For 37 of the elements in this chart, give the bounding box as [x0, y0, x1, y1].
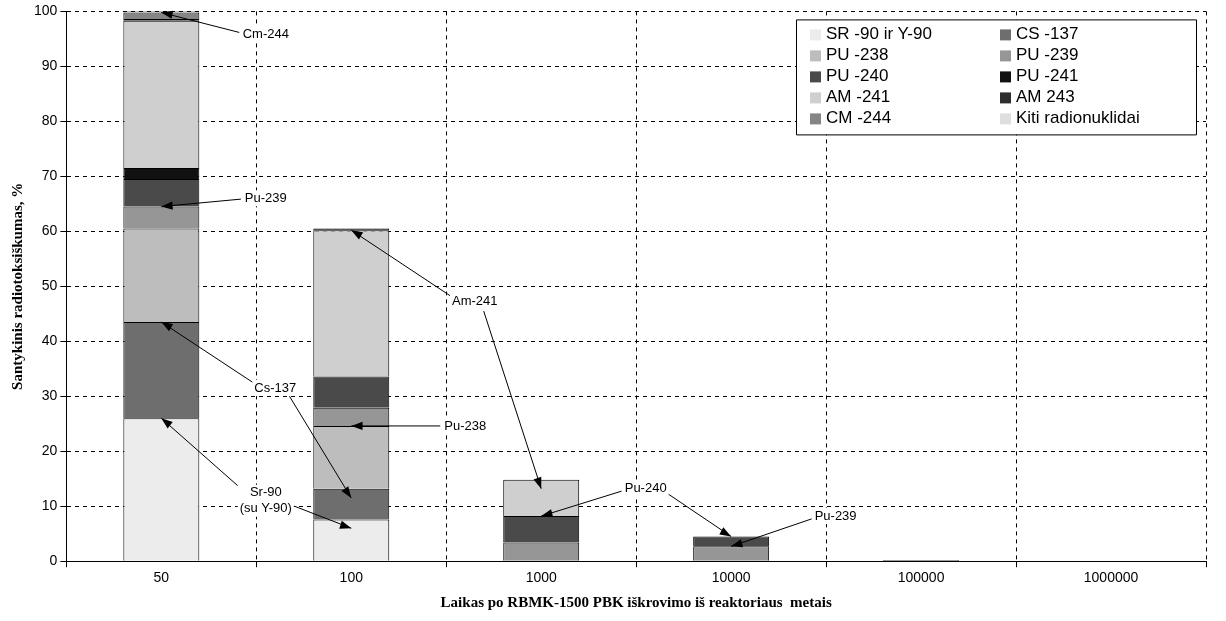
x-tick-label: 1000	[525, 569, 557, 586]
legend-label: PU -239	[1016, 45, 1079, 65]
y-tick-label: 60	[41, 222, 58, 239]
annotation: Am-241	[451, 293, 498, 309]
x-tick-label: 1000000	[1083, 569, 1139, 586]
x-tick-label: 100000	[897, 569, 945, 586]
y-tick-label: 20	[41, 442, 58, 459]
y-axis-title: Santykinis radiotoksiškumas, %	[8, 182, 25, 390]
x-axis-title: Laikas po RBMK-1500 PBK iškrovimo iš reaktoriaus metais	[440, 593, 832, 610]
legend-label: PU -241	[1016, 66, 1079, 86]
legend-label: PU -240	[826, 66, 889, 86]
legend-label: CS -137	[1016, 24, 1079, 44]
legend-label: Kiti radionuklidai	[1016, 108, 1140, 128]
x-tick-label: 50	[153, 569, 170, 586]
annotation: Cs-137	[254, 379, 297, 395]
annotation: Cm-244	[242, 26, 289, 42]
y-tick-label: 100	[34, 2, 58, 19]
y-tick-label: 80	[41, 112, 58, 129]
y-tick-label: 30	[41, 387, 58, 404]
legend-label: CM -244	[826, 108, 892, 128]
x-tick-label: 10000	[711, 569, 751, 586]
annotation: Pu-238	[444, 417, 487, 433]
legend-label: AM 243	[1016, 87, 1075, 107]
legend-label: SR -90 ir Y-90	[826, 24, 932, 44]
y-tick-label: 70	[41, 167, 58, 184]
annotation: Pu-240	[624, 480, 667, 496]
annotation: Pu-239	[244, 189, 287, 205]
y-tick-label: 90	[41, 57, 58, 74]
annotation: Pu-239	[814, 507, 857, 523]
x-tick-label: 100	[339, 569, 364, 586]
legend-label: AM -241	[826, 87, 891, 107]
legend-label: PU -238	[826, 45, 889, 65]
y-tick-label: 40	[41, 332, 58, 349]
y-tick-label: 0	[49, 552, 58, 569]
annotation: Sr-90 (su Y-90)	[239, 484, 292, 516]
y-tick-label: 50	[41, 277, 58, 294]
y-tick-label: 10	[41, 497, 58, 514]
